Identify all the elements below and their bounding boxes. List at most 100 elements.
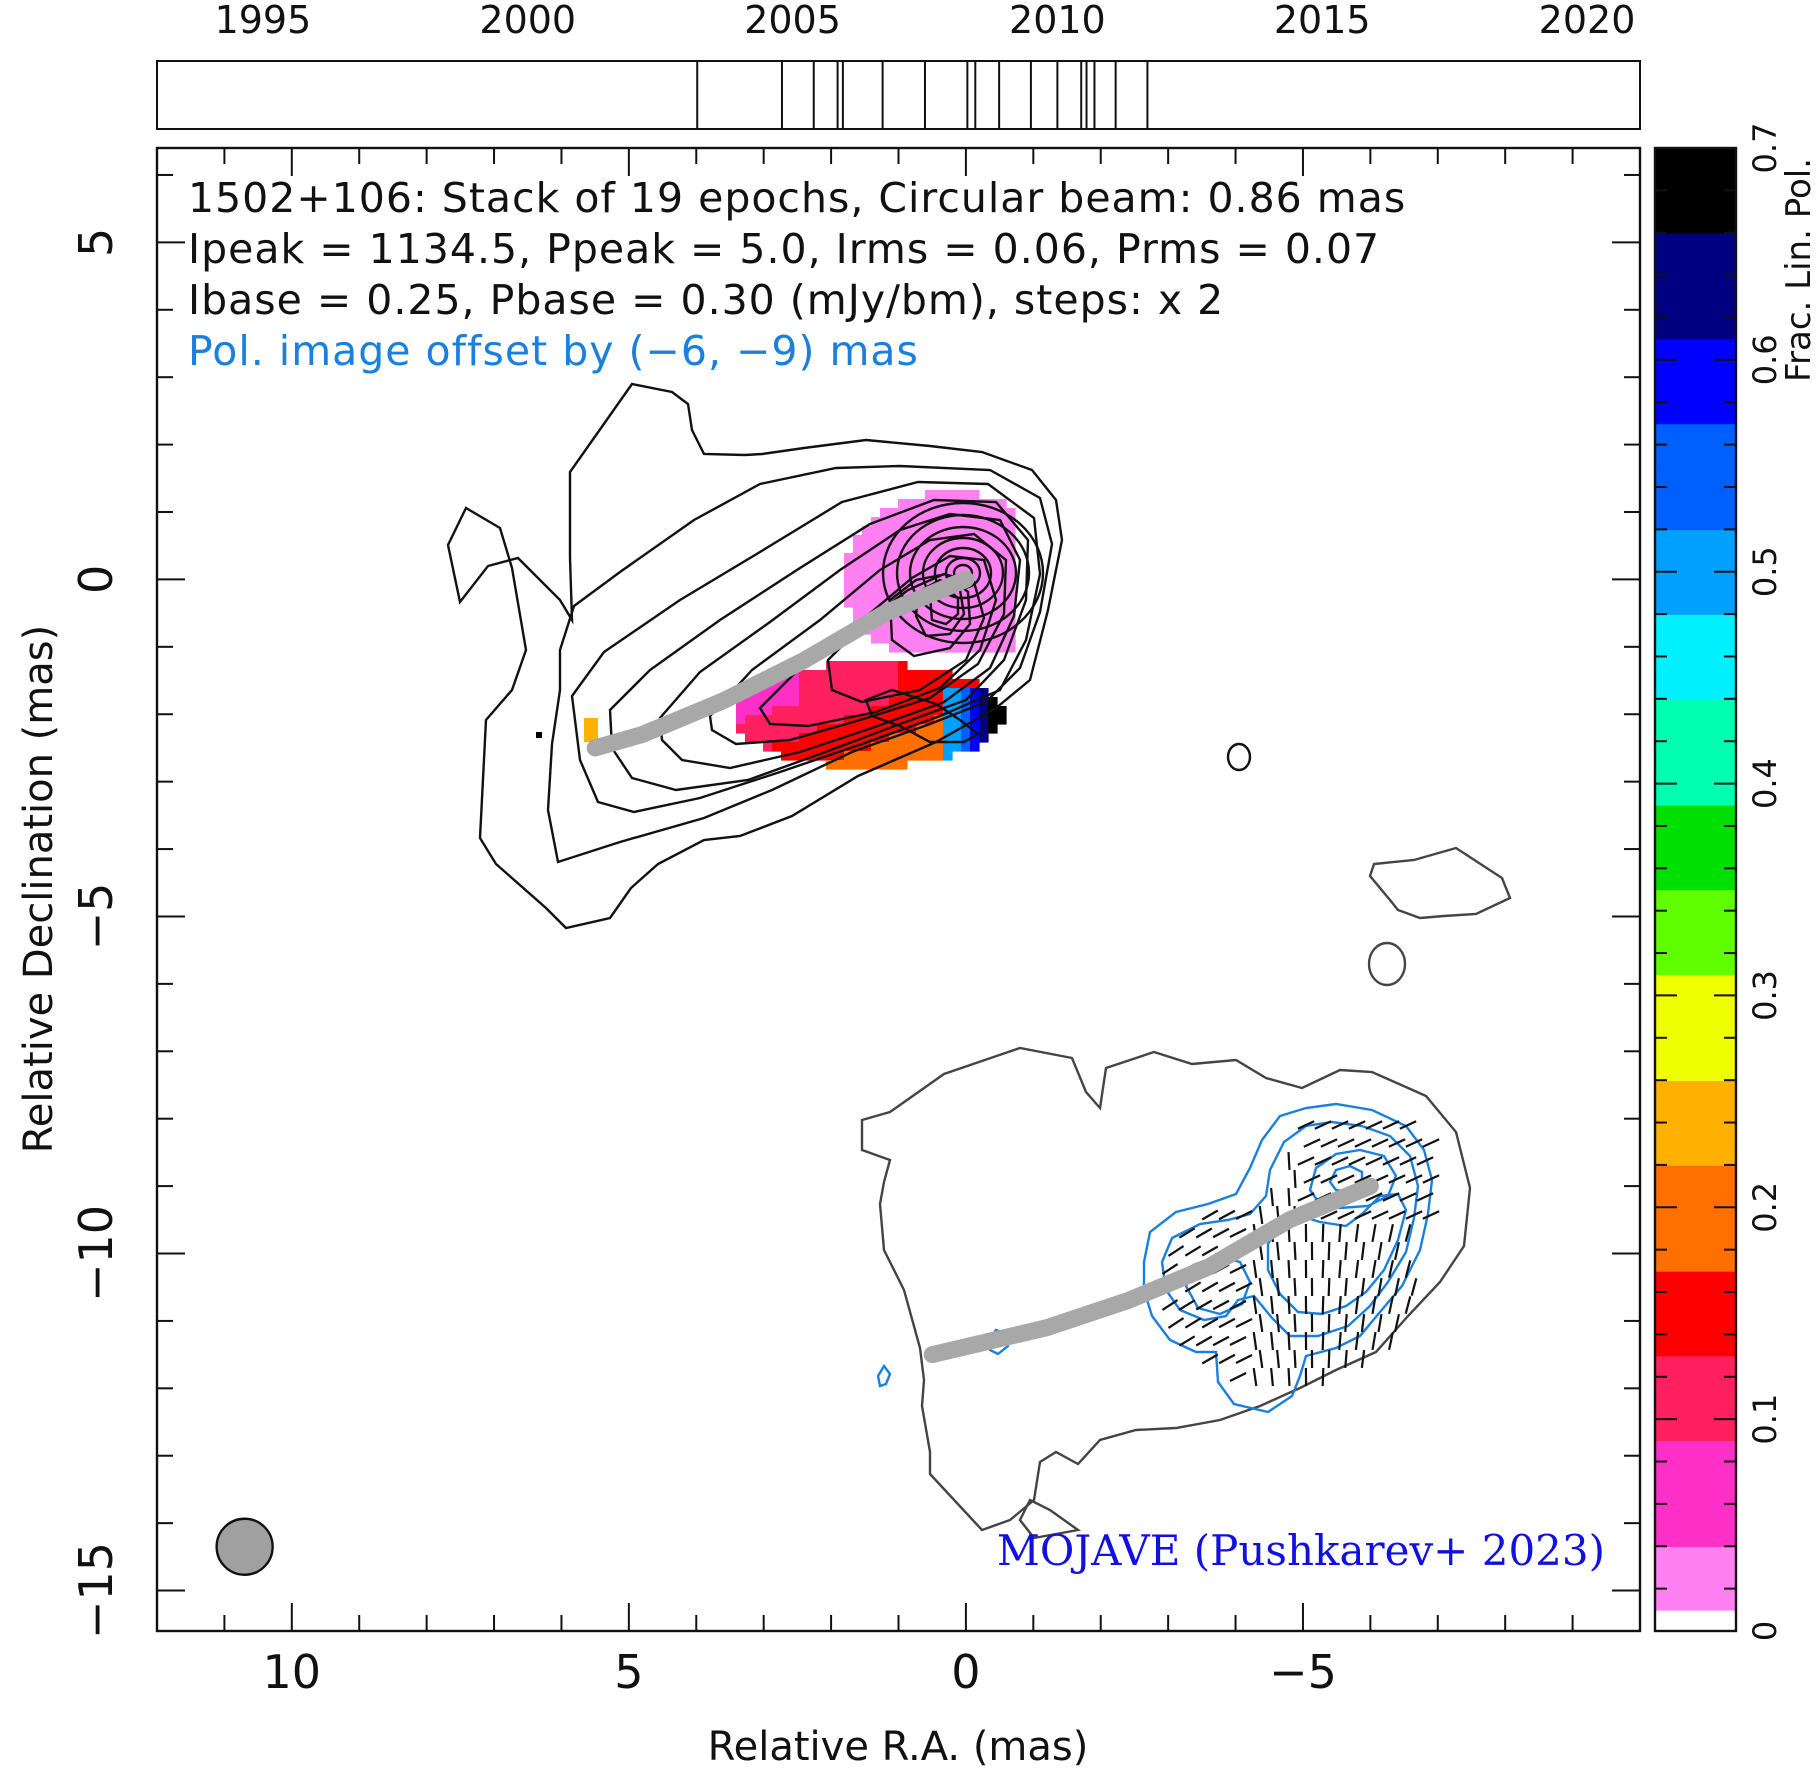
map-ticks [156, 148, 1641, 1631]
evpa-tick [1303, 1138, 1321, 1148]
timeline-tick-label: 2000 [479, 0, 576, 42]
colorbar-tick-label: 0.1 [1746, 1394, 1784, 1445]
y-tick-label: 5 [69, 228, 123, 257]
evpa-tick [1327, 1349, 1331, 1369]
evpa-tick [1377, 1277, 1383, 1297]
colorbar-label: Frac. Lin. Pol. [1779, 158, 1819, 382]
evpa-tick [1321, 1331, 1325, 1351]
evpa-tick [1270, 1331, 1274, 1351]
y-tick-label: −5 [69, 883, 123, 951]
evpa-tick [1327, 1241, 1331, 1261]
evpa-tick [1276, 1241, 1280, 1261]
evpa-tick [1218, 1281, 1236, 1293]
evpa-tick [1218, 1353, 1236, 1365]
evpa-tick [1229, 1227, 1247, 1239]
evpa-tick [1321, 1223, 1325, 1243]
y-tick-label: 0 [69, 565, 123, 594]
evpa-tick [1314, 1120, 1332, 1130]
title-line-3: Ibase = 0.25, Pbase = 0.30 (mJy/bm), ste… [188, 276, 1224, 324]
evpa-tick [1201, 1353, 1219, 1365]
jet-ridge-lines [586, 570, 1379, 1364]
evpa-tick [1184, 1281, 1202, 1293]
evpa-tick [1338, 1223, 1342, 1243]
timeline-tick-label: 2010 [1009, 0, 1106, 42]
colorbar: 0 0.1 0.2 0.3 0.4 0.5 0.6 0.7 Frac. Lin. Pol. [1653, 123, 1819, 1641]
evpa-tick [1276, 1313, 1280, 1333]
polarized-intensity-contours [876, 1102, 1434, 1414]
evpa-tick [1235, 1317, 1253, 1329]
evpa-tick [1229, 1371, 1247, 1383]
colorbar-tick-label: 0.6 [1746, 334, 1784, 385]
evpa-tick [1338, 1331, 1342, 1351]
evpa-tick [1354, 1223, 1360, 1243]
evpa-tick [1394, 1241, 1400, 1261]
evpa-tick [1321, 1295, 1325, 1315]
evpa-tick [1287, 1259, 1291, 1279]
evpa-tick [1405, 1210, 1423, 1220]
evpa-tick [1293, 1349, 1297, 1369]
colorbar-tick-label: 0.3 [1746, 970, 1784, 1021]
evpa-tick [1293, 1169, 1297, 1189]
evpa-tick [1212, 1227, 1230, 1239]
evpa-tick [1235, 1353, 1253, 1365]
evpa-tick [1212, 1299, 1230, 1311]
evpa-tick [1399, 1192, 1417, 1202]
evpa-tick [1382, 1192, 1400, 1202]
evpa-tick [1360, 1313, 1366, 1333]
evpa-tick [1320, 1138, 1338, 1148]
evpa-tick [1344, 1241, 1348, 1261]
evpa-tick [1354, 1259, 1360, 1279]
title-line-2: Ipeak = 1134.5, Ppeak = 5.0, Irms = 0.06… [188, 225, 1380, 273]
evpa-tick [1276, 1277, 1280, 1297]
evpa-tick [1235, 1209, 1253, 1221]
evpa-tick [1320, 1174, 1338, 1184]
evpa-tick [1388, 1138, 1406, 1148]
evpa-tick [1258, 1205, 1264, 1225]
evpa-tick [1287, 1295, 1291, 1315]
evpa-tick [1195, 1299, 1213, 1311]
evpa-tick [1218, 1209, 1236, 1221]
evpa-tick [1252, 1259, 1258, 1279]
evpa-tick [1320, 1210, 1338, 1220]
restoring-beam [215, 1517, 274, 1576]
colorbar-tick-label: 0 [1746, 1621, 1784, 1641]
evpa-tick [1344, 1349, 1348, 1369]
evpa-tick [1184, 1317, 1202, 1329]
evpa-tick [1161, 1263, 1179, 1275]
evpa-tick [1365, 1156, 1383, 1166]
evpa-tick [1293, 1277, 1297, 1297]
evpa-tick [1178, 1335, 1196, 1347]
evpa-tick [1327, 1277, 1331, 1297]
evpa-tick [1416, 1192, 1434, 1202]
evpa-tick [1276, 1349, 1280, 1369]
evpa-tick [1258, 1349, 1264, 1369]
evpa-tick [1252, 1295, 1258, 1315]
evpa-tick [1303, 1174, 1321, 1184]
evpa-tick [1195, 1335, 1213, 1347]
evpa-tick [1405, 1174, 1423, 1184]
evpa-tick [1399, 1156, 1417, 1166]
evpa-tick [1337, 1210, 1355, 1220]
evpa-tick [1422, 1138, 1440, 1148]
evpa-tick [1331, 1156, 1349, 1166]
timeline-tick-label: 2020 [1539, 0, 1636, 42]
evpa-tick [1218, 1317, 1236, 1329]
evpa-tick [1338, 1295, 1342, 1315]
evpa-tick [1382, 1120, 1400, 1130]
y-tick-label: −10 [69, 1205, 123, 1302]
jet-ridge-polarized [923, 1177, 1379, 1364]
x-tick-label: 0 [951, 1645, 980, 1699]
evpa-tick [1382, 1156, 1400, 1166]
evpa-tick [1297, 1120, 1315, 1130]
x-axis-label: Relative R.A. (mas) [708, 1724, 1089, 1770]
evpa-tick [1258, 1277, 1264, 1297]
evpa-ticks [1161, 1120, 1440, 1387]
evpa-tick [1270, 1367, 1274, 1387]
colorbar-tick-label: 0.4 [1746, 758, 1784, 809]
colorbar-tick-label: 0.5 [1746, 546, 1784, 597]
timeline-tick-label: 1995 [215, 0, 312, 42]
evpa-tick [1229, 1263, 1247, 1275]
evpa-tick [1167, 1245, 1185, 1257]
evpa-tick [1270, 1295, 1274, 1315]
evpa-tick [1388, 1259, 1394, 1279]
